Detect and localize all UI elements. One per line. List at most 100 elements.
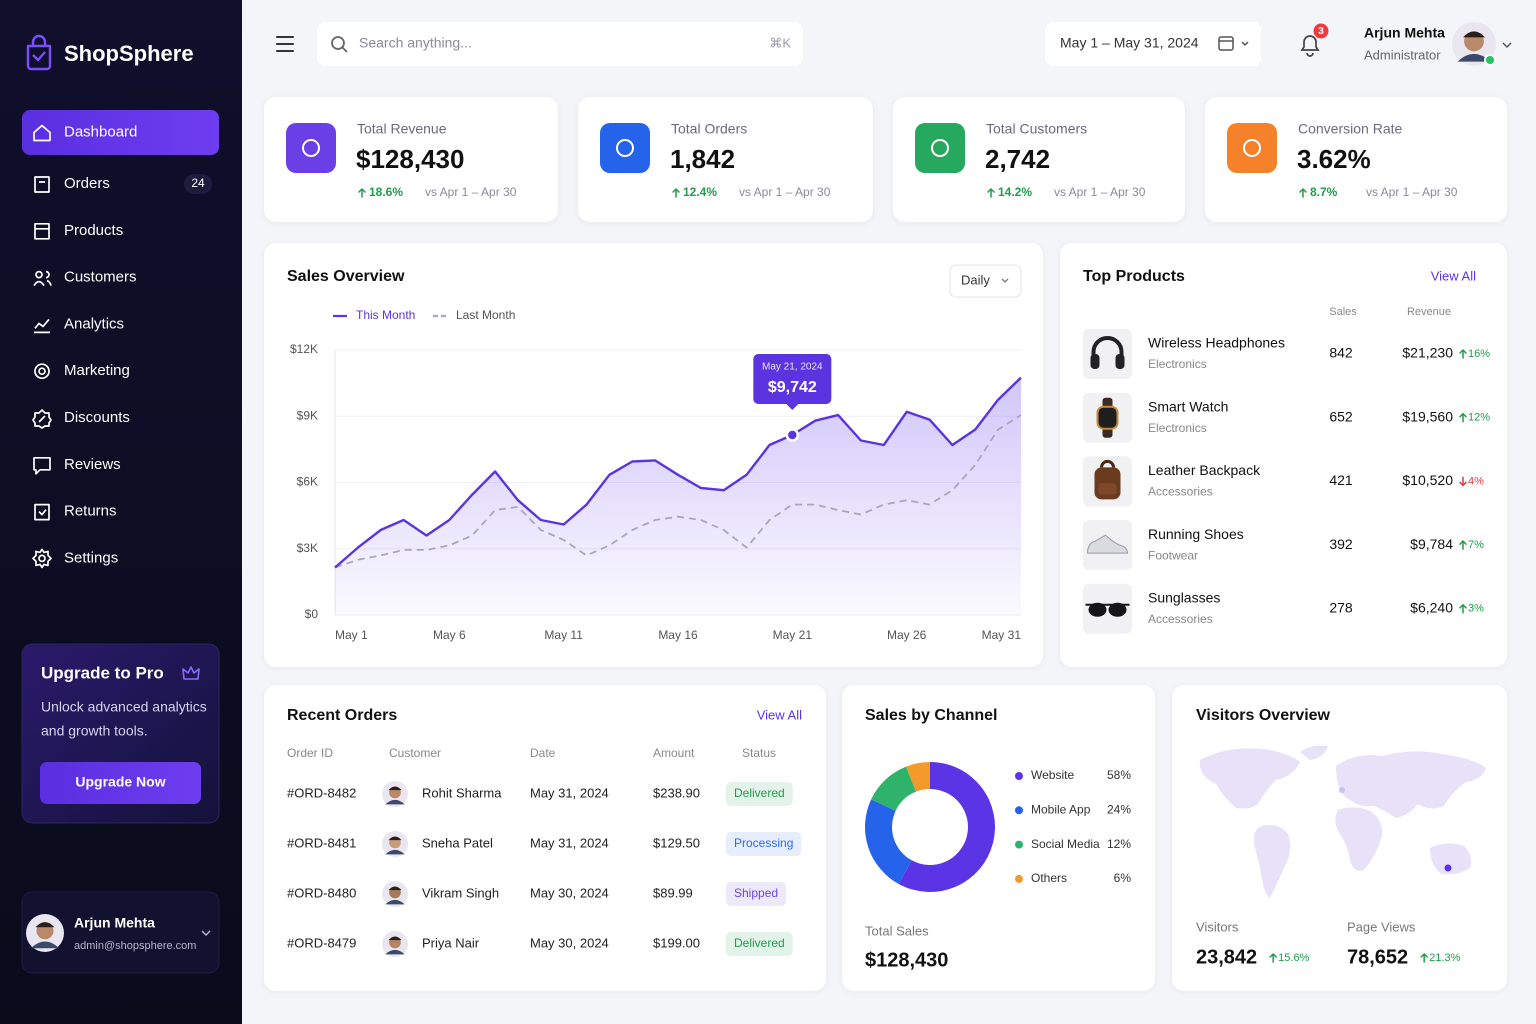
product-change: 16% (1468, 348, 1490, 360)
avatar (385, 799, 405, 805)
granularity-label[interactable]: Daily (961, 272, 990, 287)
upgrade-text: Unlock advanced analytics (41, 699, 207, 715)
avatar (30, 941, 60, 949)
product-sales: 652 (1329, 408, 1353, 424)
legend-label: Last Month (456, 308, 515, 322)
stat-change: 15.6% (1278, 952, 1309, 964)
avatar (388, 836, 402, 841)
kpi-icon (616, 139, 634, 157)
kpi-label: Conversion Rate (1298, 121, 1402, 137)
donut-segment (898, 762, 995, 892)
legend-dot (1015, 840, 1023, 849)
legend-label: Social Media (1031, 837, 1100, 851)
kpi-card (578, 97, 873, 222)
search-box[interactable] (317, 22, 803, 66)
date-picker[interactable] (1045, 22, 1261, 66)
order-id: #ORD-8480 (287, 885, 356, 900)
status-label: Delivered (734, 786, 785, 800)
order-amount: $129.50 (653, 835, 700, 850)
menu-button[interactable] (276, 36, 294, 52)
kpi-compare: vs Apr 1 – Apr 30 (739, 185, 831, 199)
nav-item[interactable]: Marketing (64, 362, 130, 379)
legend-label: Others (1031, 871, 1067, 885)
notification-count: 3 (1318, 26, 1324, 37)
status-pill (726, 782, 793, 806)
kpi-change: 8.7% (1310, 185, 1338, 199)
product-name: Leather Backpack (1148, 462, 1261, 478)
order-id: #ORD-8479 (287, 935, 356, 950)
product-image (1115, 354, 1125, 369)
trend-arrow (672, 187, 680, 198)
product-image (1098, 483, 1117, 495)
total-value: $128,430 (865, 949, 948, 971)
product-category: Electronics (1148, 421, 1207, 435)
nav-badge (184, 174, 212, 194)
product-revenue: $10,520 (1402, 472, 1453, 488)
nav-item[interactable]: Analytics (64, 315, 124, 332)
bell-icon[interactable] (1300, 35, 1320, 57)
granularity-select[interactable] (949, 264, 1022, 298)
kpi-compare: vs Apr 1 – Apr 30 (1366, 185, 1458, 199)
kpi-change: 12.4% (683, 185, 717, 199)
product-image (1086, 534, 1129, 554)
stat-value: 23,842 (1196, 946, 1257, 968)
line-series (334, 414, 1022, 569)
nav-item[interactable]: Returns (64, 503, 117, 520)
column-header: Order ID (287, 746, 333, 760)
nav-icon (34, 503, 50, 521)
chevron (1001, 278, 1009, 283)
x-tick-label: May 31 (982, 628, 1022, 642)
y-tick-label: $12K (290, 342, 318, 356)
nav-item[interactable]: Dashboard (64, 123, 137, 140)
nav-item[interactable]: Reviews (64, 456, 121, 473)
upgrade-text: and growth tools. (41, 723, 148, 739)
card-title: Sales by Channel (865, 707, 998, 724)
nav-item[interactable]: Products (64, 222, 123, 239)
product-name: Sunglasses (1148, 590, 1220, 606)
view-all-link[interactable]: View All (757, 707, 802, 722)
column-header: Date (530, 746, 556, 760)
column-header: Customer (389, 746, 441, 760)
stat-change: 21.3% (1429, 952, 1460, 964)
column-header: Revenue (1407, 306, 1451, 318)
y-tick-label: $9K (297, 408, 318, 422)
product-name: Running Shoes (1148, 526, 1244, 542)
x-tick-label: May 26 (887, 628, 927, 642)
x-tick-label: May 6 (433, 628, 466, 642)
nav-icon (32, 409, 52, 429)
nav-item[interactable]: Customers (64, 269, 137, 286)
legend-dot (1015, 874, 1023, 883)
product-change: 12% (1468, 412, 1490, 424)
product-change: 4% (1468, 475, 1484, 487)
nav-item[interactable]: Settings (64, 549, 118, 566)
chevron[interactable] (1502, 42, 1512, 49)
kpi-compare: vs Apr 1 – Apr 30 (425, 185, 517, 199)
nav-item[interactable]: Discounts (64, 409, 130, 426)
date-range: May 1 – May 31, 2024 (1060, 35, 1199, 51)
map-dot (1444, 864, 1452, 872)
kpi-icon (1243, 139, 1261, 157)
trend-arrow (1459, 540, 1467, 550)
order-date: May 31, 2024 (530, 835, 609, 850)
upgrade-button[interactable] (40, 762, 201, 804)
card-title: Visitors Overview (1196, 707, 1331, 724)
user-card[interactable] (21, 891, 220, 974)
legend-label: Mobile App (1031, 802, 1091, 816)
upgrade-title: Upgrade to Pro (41, 663, 164, 682)
card-title: Sales Overview (287, 268, 405, 285)
card-title: Top Products (1083, 268, 1185, 285)
x-tick-label: May 1 (335, 628, 368, 642)
product-sales: 278 (1329, 600, 1353, 616)
customer-name: Sneha Patel (422, 835, 493, 850)
nav-icon (33, 124, 51, 142)
upgrade-button-label[interactable]: Upgrade Now (75, 774, 165, 790)
kpi-icon (931, 139, 949, 157)
user-email: admin@shopsphere.com (74, 940, 196, 952)
x-tick-label: May 21 (773, 628, 813, 642)
view-all-link[interactable]: View All (1431, 268, 1476, 283)
product-category: Footwear (1148, 548, 1198, 562)
search-shortcut: ⌘K (769, 35, 791, 50)
product-sales: 392 (1329, 536, 1353, 552)
nav-item[interactable]: Orders (64, 175, 110, 192)
